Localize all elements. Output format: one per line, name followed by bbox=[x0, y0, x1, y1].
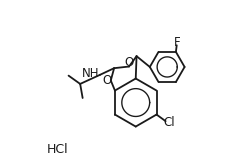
Text: O: O bbox=[102, 74, 111, 87]
Text: HCl: HCl bbox=[46, 143, 68, 156]
Text: Cl: Cl bbox=[163, 116, 175, 128]
Text: NH: NH bbox=[82, 67, 100, 80]
Text: F: F bbox=[174, 36, 181, 49]
Text: O: O bbox=[124, 56, 134, 69]
